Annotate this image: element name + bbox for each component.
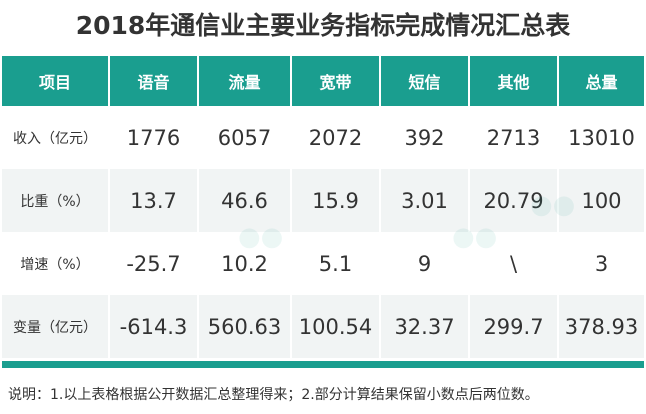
footnote: 说明：1.以上表格根据公开数据汇总整理得来；2.部分计算结果保留小数点后两位数。 <box>8 387 539 403</box>
table-cell: 2072 <box>291 106 381 169</box>
table-row: 变量（亿元） -614.3 560.63 100.54 32.37 299.7 … <box>2 295 644 358</box>
header-cell-voice: 语音 <box>109 56 199 106</box>
table-row: 收入（亿元） 1776 6057 2072 392 2713 13010 <box>2 106 644 169</box>
row-label: 收入（亿元） <box>2 106 110 169</box>
table-cell: 9 <box>380 232 470 295</box>
table-cell: 20.79 <box>469 169 559 232</box>
table-cell: 2713 <box>469 106 559 169</box>
table-cell: 13010 <box>558 106 644 169</box>
table-cell: 100 <box>558 169 644 232</box>
table-bottom-bar <box>2 361 644 368</box>
table-cell: 46.6 <box>198 169 292 232</box>
header-cell-item: 项目 <box>2 56 110 106</box>
row-label: 增速（%） <box>2 232 110 295</box>
row-label: 变量（亿元） <box>2 295 110 358</box>
table-cell: \ <box>469 232 559 295</box>
table-row: 增速（%） -25.7 10.2 5.1 9 \ 3 <box>2 232 644 295</box>
table-cell: 378.93 <box>558 295 644 358</box>
table-cell: -25.7 <box>109 232 199 295</box>
table-cell: 392 <box>380 106 470 169</box>
table-cell: 1776 <box>109 106 199 169</box>
table-cell: 3.01 <box>380 169 470 232</box>
table-cell: 100.54 <box>291 295 381 358</box>
table-cell: -614.3 <box>109 295 199 358</box>
table-cell: 299.7 <box>469 295 559 358</box>
table-cell: 560.63 <box>198 295 292 358</box>
table-cell: 13.7 <box>109 169 199 232</box>
row-label: 比重（%） <box>2 169 110 232</box>
table-header-row: 项目 语音 流量 宽带 短信 其他 总量 <box>2 56 644 106</box>
table-row: 比重（%） 13.7 46.6 15.9 3.01 20.79 100 <box>2 169 644 232</box>
table-cell: 32.37 <box>380 295 470 358</box>
table-cell: 5.1 <box>291 232 381 295</box>
page-title: 2018年通信业主要业务指标完成情况汇总表 <box>75 11 571 40</box>
header-cell-traffic: 流量 <box>198 56 292 106</box>
header-cell-other: 其他 <box>469 56 559 106</box>
header-cell-sms: 短信 <box>380 56 470 106</box>
table-cell: 15.9 <box>291 169 381 232</box>
header-cell-total: 总量 <box>558 56 644 106</box>
header-cell-broadband: 宽带 <box>291 56 381 106</box>
table-cell: 6057 <box>198 106 292 169</box>
table-cell: 3 <box>558 232 644 295</box>
summary-table: 项目 语音 流量 宽带 短信 其他 总量 收入（亿元） 1776 6057 20… <box>2 56 644 358</box>
table-cell: 10.2 <box>198 232 292 295</box>
